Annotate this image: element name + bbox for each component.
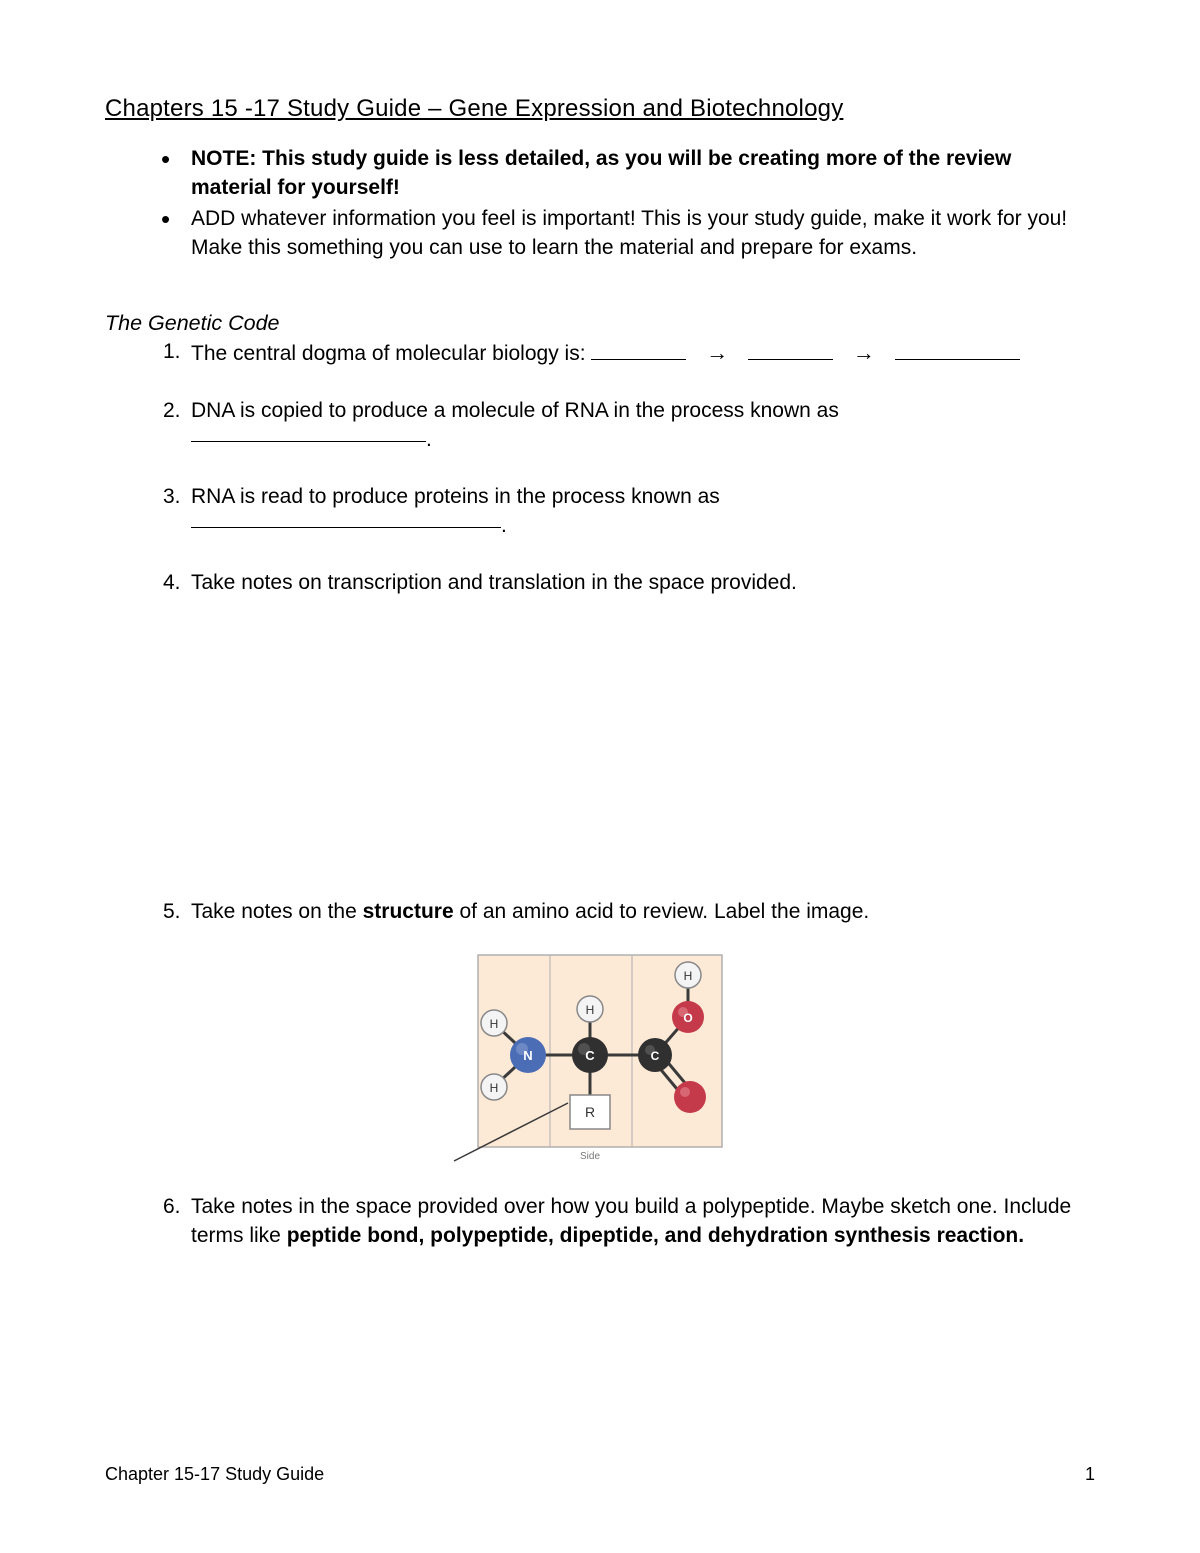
spacer bbox=[163, 598, 1095, 898]
q5-num: 5. bbox=[163, 898, 181, 927]
svg-text:Side: Side bbox=[580, 1151, 600, 1162]
arrow-icon: → bbox=[706, 338, 728, 368]
q4-num: 4. bbox=[163, 569, 181, 598]
q4-text: Take notes on transcription and translat… bbox=[191, 571, 797, 594]
svg-text:R: R bbox=[585, 1104, 595, 1120]
question-list: 1. The central dogma of molecular biolog… bbox=[105, 338, 1095, 927]
q5-post: of an amino acid to review. Label the im… bbox=[454, 900, 870, 923]
svg-text:C: C bbox=[585, 1048, 595, 1063]
note-bullets: NOTE: This study guide is less detailed,… bbox=[105, 145, 1095, 263]
blank bbox=[591, 359, 686, 360]
q1: 1. The central dogma of molecular biolog… bbox=[163, 338, 1095, 369]
q2-num: 2. bbox=[163, 397, 181, 426]
bullet-1: NOTE: This study guide is less detailed,… bbox=[163, 145, 1095, 203]
q3: 3. RNA is read to produce proteins in th… bbox=[163, 483, 1095, 541]
q2: 2. DNA is copied to produce a molecule o… bbox=[163, 397, 1095, 455]
spacer bbox=[163, 455, 1095, 483]
svg-text:N: N bbox=[523, 1048, 532, 1063]
section-heading: The Genetic Code bbox=[105, 311, 1095, 336]
q5-bold: structure bbox=[363, 900, 454, 923]
question-list-2: 6. Take notes in the space provided over… bbox=[105, 1193, 1095, 1251]
bullet-2-text: ADD whatever information you feel is imp… bbox=[191, 207, 1067, 259]
bullet-1-bold: NOTE: This study guide is less detailed,… bbox=[191, 147, 1011, 199]
q2-text: DNA is copied to produce a molecule of R… bbox=[191, 399, 839, 422]
blank bbox=[748, 359, 833, 360]
spacer bbox=[163, 541, 1095, 569]
svg-text:H: H bbox=[490, 1017, 499, 1031]
bullet-2: ADD whatever information you feel is imp… bbox=[163, 205, 1095, 263]
q4: 4. Take notes on transcription and trans… bbox=[163, 569, 1095, 598]
svg-text:H: H bbox=[684, 969, 693, 983]
svg-text:C: C bbox=[651, 1049, 660, 1063]
svg-text:O: O bbox=[683, 1011, 692, 1025]
amino-acid-diagram: H H N C H C O H bbox=[105, 947, 1095, 1165]
footer-page-number: 1 bbox=[1085, 1464, 1095, 1485]
q3-num: 3. bbox=[163, 483, 181, 512]
blank bbox=[895, 359, 1020, 360]
q6-bold: peptide bond, polypeptide, dipeptide, an… bbox=[287, 1224, 1024, 1247]
svg-text:H: H bbox=[490, 1081, 499, 1095]
footer-left: Chapter 15-17 Study Guide bbox=[105, 1464, 324, 1485]
page-footer: Chapter 15-17 Study Guide 1 bbox=[105, 1464, 1095, 1485]
q6-num: 6. bbox=[163, 1193, 181, 1222]
blank bbox=[191, 527, 501, 528]
blank bbox=[191, 441, 426, 442]
q1-num: 1. bbox=[163, 338, 181, 367]
arrow-icon: → bbox=[853, 338, 875, 368]
spacer bbox=[163, 369, 1095, 397]
amino-acid-svg: H H N C H C O H bbox=[450, 947, 750, 1165]
q3-text: RNA is read to produce proteins in the p… bbox=[191, 485, 720, 508]
svg-text:H: H bbox=[586, 1003, 595, 1017]
q1-text: The central dogma of molecular biology i… bbox=[191, 342, 591, 365]
q5-pre: Take notes on the bbox=[191, 900, 363, 923]
page-title: Chapters 15 -17 Study Guide – Gene Expre… bbox=[105, 95, 1095, 123]
q5: 5. Take notes on the structure of an ami… bbox=[163, 898, 1095, 927]
q6: 6. Take notes in the space provided over… bbox=[163, 1193, 1095, 1251]
